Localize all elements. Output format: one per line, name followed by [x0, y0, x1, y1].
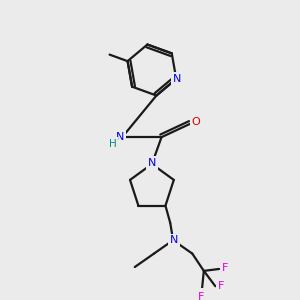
- Text: F: F: [218, 281, 224, 291]
- Text: F: F: [198, 292, 204, 300]
- Text: O: O: [192, 117, 200, 127]
- Text: F: F: [222, 263, 228, 273]
- Text: N: N: [148, 158, 156, 168]
- Text: N: N: [116, 132, 124, 142]
- Text: N: N: [173, 74, 182, 84]
- Text: N: N: [170, 235, 178, 245]
- Text: H: H: [109, 139, 116, 149]
